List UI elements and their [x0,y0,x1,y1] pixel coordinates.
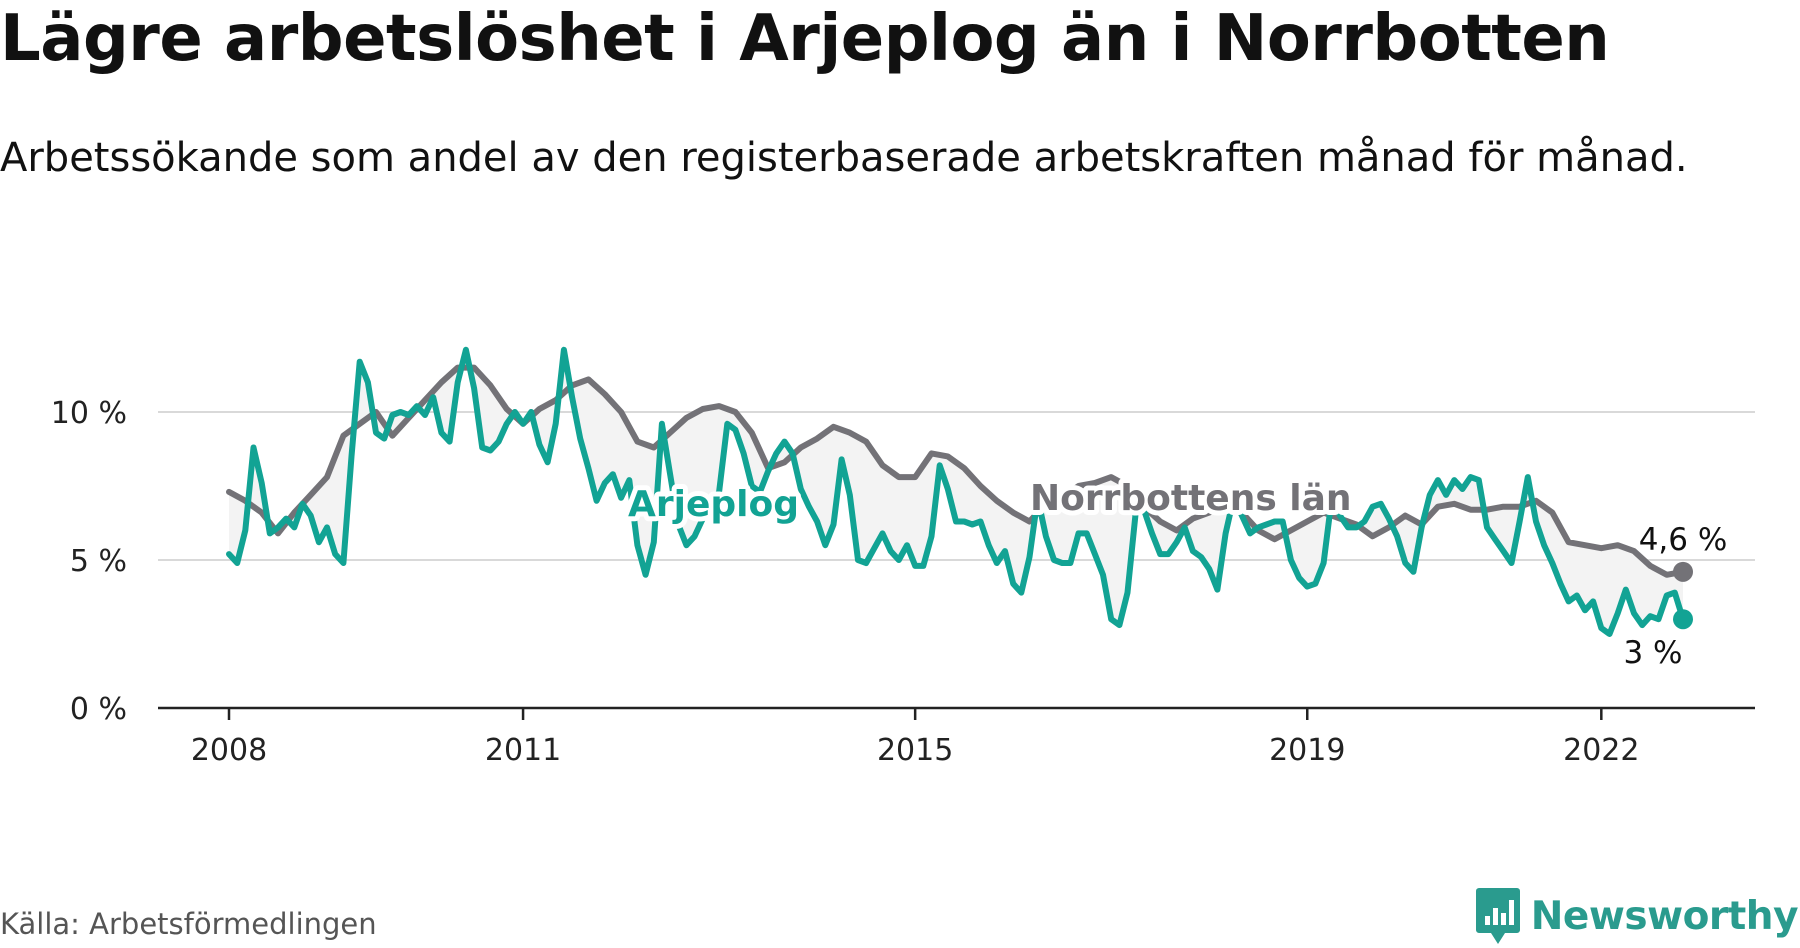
brand-name: Newsworthy [1530,893,1799,939]
line-chart: 0 % 5 % 10 % 2008 2011 2015 2019 2022 Norrbott… [51,346,1755,768]
source-note: Källa: Arbetsförmedlingen [0,907,377,941]
x-axis: 2008 2011 2015 2019 2022 [158,706,1755,768]
end-point-marker [1673,561,1693,582]
series-label-norrbottens-lan: Norrbottens län [1030,478,1352,519]
end-label-arjeplog: 3 % [1623,635,1682,671]
chart-subtitle: Arbetssökande som andel av den registerb… [0,135,1688,181]
end-points: 4,6 % 3 % [1623,522,1727,671]
series-label-arjeplog: Arjeplog [628,484,799,525]
series-labels: Norrbottens län Arjeplog [623,473,1357,530]
x-tick-label: 2011 [485,733,561,768]
gap-fill-area [229,349,1683,634]
end-label-norrbottens-lan: 4,6 % [1639,522,1728,558]
series-line-arjeplog [226,346,1686,637]
end-point-marker [1673,609,1693,630]
y-tick-label: 0 % [70,692,127,727]
x-tick-label: 2019 [1269,733,1345,768]
y-tick-label: 5 % [70,544,127,579]
brand-logo: Newsworthy [1475,886,1799,946]
x-tick-label: 2015 [877,733,953,768]
newsworthy-logo-icon [1475,888,1520,944]
y-axis-ticks: 0 % 5 % 10 % [51,396,127,727]
y-tick-label: 10 % [51,396,127,431]
x-tick-label: 2008 [191,733,267,768]
x-tick-label: 2022 [1563,733,1639,768]
chart-title: Lägre arbetslöshet i Arjeplog än i Norrb… [0,2,1610,76]
